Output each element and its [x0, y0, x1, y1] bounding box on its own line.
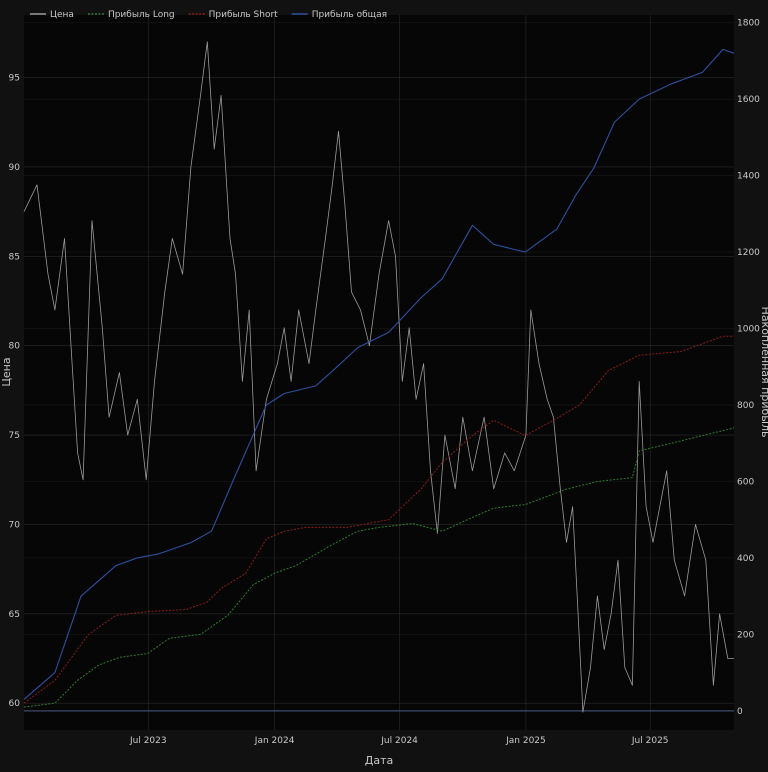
legend-label-long: Прибыль Long — [108, 10, 175, 20]
y-right-tick-label: 0 — [737, 707, 743, 717]
y-left-tick-label: 70 — [9, 520, 21, 530]
y-right-tick-label: 600 — [737, 477, 754, 487]
y-right-tick-label: 1000 — [737, 325, 760, 335]
x-tick-label: Jan 2025 — [505, 736, 546, 746]
y-left-tick-label: 85 — [9, 252, 20, 262]
y-left-tick-label: 65 — [9, 610, 20, 620]
y-left-tick-label: 90 — [9, 163, 21, 173]
x-axis-title: Дата — [365, 754, 393, 767]
y-axis-right-title: Накопленная прибыль — [759, 307, 768, 438]
x-tick-label: Jul 2025 — [631, 736, 669, 746]
y-right-tick-label: 1200 — [737, 248, 760, 258]
y-left-tick-label: 80 — [9, 342, 21, 352]
y-right-tick-label: 800 — [737, 401, 754, 411]
y-right-tick-label: 200 — [737, 630, 754, 640]
series-line-price — [23, 41, 734, 713]
y-axis-left-title: Цена — [0, 357, 13, 386]
x-tick-label: Jul 2024 — [380, 736, 418, 746]
y-right-tick-label: 400 — [737, 554, 754, 564]
legend-label-short: Прибыль Short — [209, 10, 279, 20]
legend: Цена Прибыль Long Прибыль Short Прибыль общ… — [30, 10, 387, 20]
series-line-short — [23, 335, 734, 704]
y-right-tick-label: 1600 — [737, 95, 760, 105]
plot-background — [24, 15, 734, 730]
y-left-tick-label: 60 — [9, 699, 21, 709]
legend-label-price: Цена — [50, 10, 74, 20]
series-layer — [23, 41, 735, 713]
x-tick-label: Jul 2023 — [129, 736, 167, 746]
legend-label-total: Прибыль общая — [312, 10, 387, 20]
y-right-tick-label: 1400 — [737, 172, 760, 182]
y-left-tick-label: 95 — [9, 74, 20, 84]
y-left-tick-label: 75 — [9, 431, 20, 441]
series-line-long — [23, 427, 735, 708]
y-right-tick-label: 1800 — [737, 19, 760, 29]
series-line-total — [23, 48, 735, 700]
x-tick-label: Jan 2024 — [254, 736, 295, 746]
axis-layer: Jul 2023 Jan 2024 Jul 2024 Jan 2025 Jul 2025… — [9, 19, 761, 746]
